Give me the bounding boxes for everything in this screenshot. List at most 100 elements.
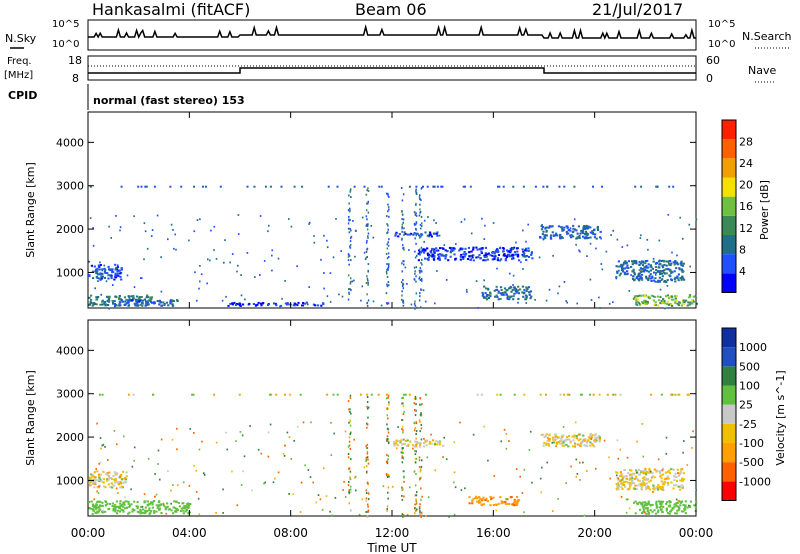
- data-cell: [668, 268, 671, 271]
- data-cell: [541, 466, 543, 469]
- data-cell: [620, 473, 623, 476]
- data-cell: [347, 456, 350, 459]
- data-cell: [433, 248, 436, 251]
- data-cell: [638, 302, 640, 305]
- data-cell: [350, 488, 352, 491]
- data-cell: [387, 252, 390, 255]
- data-cell: [367, 236, 369, 239]
- data-cell: [292, 304, 295, 307]
- data-cell: [548, 288, 551, 291]
- data-cell: [656, 185, 659, 188]
- data-cell: [646, 507, 649, 510]
- data-cell: [415, 473, 417, 475]
- data-cell: [103, 270, 106, 273]
- data-cell: [155, 493, 158, 496]
- data-cell: [415, 185, 418, 188]
- data-cell: [638, 294, 641, 297]
- data-cell: [548, 439, 551, 442]
- data-cell: [139, 509, 142, 512]
- data-cell: [386, 272, 388, 275]
- data-cell: [414, 427, 417, 429]
- data-cell: [471, 499, 474, 502]
- data-cell: [593, 229, 596, 232]
- colorbar-segment: [722, 404, 736, 424]
- data-cell: [686, 304, 689, 307]
- data-cell: [578, 234, 581, 237]
- data-cell: [637, 301, 640, 304]
- data-cell: [695, 500, 698, 503]
- data-cell: [487, 294, 491, 297]
- data-cell: [528, 291, 531, 294]
- nave-tick-high: 60: [706, 54, 720, 67]
- data-cell: [486, 253, 489, 256]
- data-cell: [354, 255, 356, 258]
- data-cell: [583, 236, 586, 239]
- data-cell: [511, 253, 514, 256]
- data-cell: [315, 501, 318, 504]
- data-cell: [610, 234, 612, 236]
- data-cell: [107, 265, 110, 268]
- data-cell: [679, 504, 682, 507]
- data-cell: [638, 279, 641, 282]
- data-cell: [349, 396, 352, 399]
- data-cell: [530, 251, 533, 254]
- data-cell: [367, 279, 369, 282]
- data-cell: [655, 185, 658, 188]
- data-cell: [510, 295, 513, 298]
- data-cell: [320, 304, 323, 307]
- data-cell: [674, 295, 677, 298]
- data-cell: [636, 440, 638, 443]
- data-cell: [418, 506, 421, 508]
- data-cell: [106, 295, 109, 298]
- data-cell: [656, 281, 659, 284]
- data-cell: [486, 258, 489, 261]
- data-cell: [418, 299, 421, 302]
- data-cell: [112, 475, 115, 478]
- data-cell: [386, 275, 389, 278]
- data-cell: [437, 256, 441, 258]
- data-cell: [419, 420, 421, 423]
- data-cell: [366, 293, 368, 296]
- data-cell: [157, 501, 160, 504]
- data-cell: [129, 298, 132, 301]
- data-cell: [678, 301, 681, 304]
- data-cell: [598, 437, 601, 440]
- data-cell: [666, 300, 669, 303]
- data-cell: [415, 442, 418, 445]
- data-cell: [665, 508, 668, 511]
- data-cell: [674, 302, 677, 305]
- data-cell: [661, 473, 665, 476]
- data-cell: [101, 504, 104, 507]
- data-cell: [107, 304, 110, 306]
- data-cell: [483, 425, 485, 428]
- data-cell: [402, 260, 404, 263]
- data-cell: [500, 440, 502, 443]
- data-cell: [393, 440, 396, 443]
- colorbar-frame: [721, 327, 737, 501]
- data-cell: [115, 487, 118, 490]
- data-cell: [130, 488, 132, 491]
- data-cell: [557, 498, 559, 500]
- data-cell: [167, 508, 170, 511]
- data-cell: [524, 249, 527, 252]
- data-cell: [675, 498, 678, 501]
- data-cell: [512, 274, 515, 277]
- data-cell: [674, 300, 677, 303]
- data-cell: [146, 300, 149, 303]
- data-cell: [660, 508, 663, 511]
- data-cell: [508, 440, 510, 442]
- data-cell: [472, 259, 475, 262]
- data-cell: [472, 433, 475, 436]
- data-cell: [420, 476, 422, 479]
- data-cell: [675, 267, 678, 270]
- freq-trace: [88, 67, 696, 74]
- data-cell: [596, 436, 599, 439]
- data-cell: [119, 502, 122, 505]
- data-cell: [509, 286, 512, 289]
- data-cell: [113, 278, 116, 281]
- data-cell: [419, 198, 421, 201]
- data-cell: [402, 393, 405, 396]
- data-cell: [286, 303, 289, 306]
- data-cell: [112, 507, 115, 510]
